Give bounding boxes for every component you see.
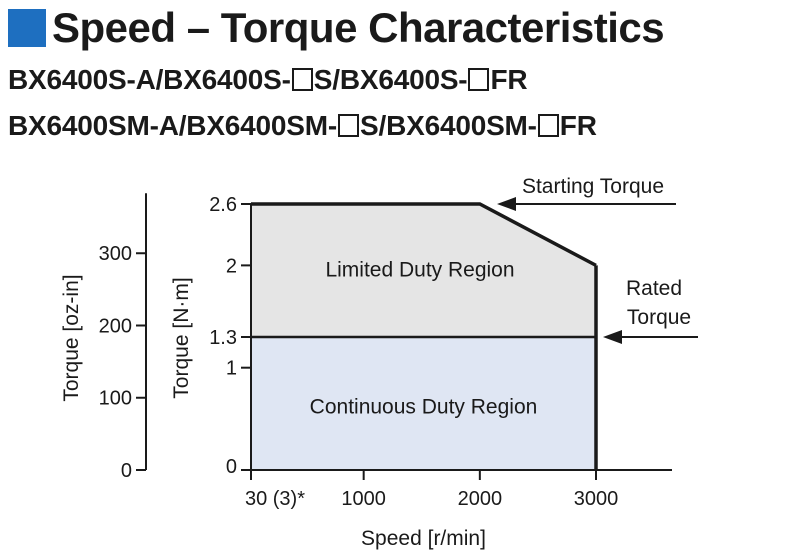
y-tick-label: 1.3 xyxy=(209,327,237,349)
chart-title-row: Speed – Torque Characteristics xyxy=(8,2,665,54)
y2-tick-label: 200 xyxy=(99,315,132,337)
x-tick-label: 1000 xyxy=(341,488,386,510)
x-tick-label: 30 (3)* xyxy=(245,488,305,510)
x-tick-label: 2000 xyxy=(458,488,503,510)
model-2-part-1: BX6400SM-A/BX6400SM- xyxy=(8,110,338,141)
model-1-part-1: BX6400S-A/BX6400S- xyxy=(8,64,291,95)
model-1-part-2: S/BX6400S- xyxy=(313,64,468,95)
y2-tick-label: 0 xyxy=(121,460,132,482)
limited-duty-region-label: Limited Duty Region xyxy=(325,259,514,282)
y-tick-label: 2 xyxy=(226,255,237,277)
box-placeholder-icon xyxy=(338,114,360,137)
model-line-1: BX6400S-A/BX6400S- S/BX6400S- FR xyxy=(8,64,528,95)
box-placeholder-icon xyxy=(537,114,559,137)
starting-torque-arrowhead xyxy=(497,197,516,211)
model-1-part-3: FR xyxy=(490,64,528,95)
model-2-part-2: S/BX6400SM- xyxy=(360,110,537,141)
model-2-part-3: FR xyxy=(559,110,597,141)
continuous-duty-region-label: Continuous Duty Region xyxy=(310,396,538,419)
starting-torque-line xyxy=(251,202,597,267)
starting-torque-annotation: Starting Torque xyxy=(522,175,664,198)
x-axis-label: Speed [r/min] xyxy=(361,527,486,550)
y2-tick-label: 100 xyxy=(99,388,132,410)
rated-torque-annotation-line1: Rated xyxy=(626,277,682,300)
box-placeholder-icon xyxy=(291,68,313,91)
box-placeholder-icon xyxy=(468,68,490,91)
rated-torque-arrowhead xyxy=(603,330,622,344)
y-tick-label: 0 xyxy=(226,456,237,478)
y2-tick-label: 300 xyxy=(99,243,132,265)
limited-duty-region xyxy=(251,204,596,337)
model-line-2: BX6400SM-A/BX6400SM- S/BX6400SM- FR xyxy=(8,112,597,140)
y2-axis-label: Torque [oz-in] xyxy=(60,274,83,401)
y-tick-label: 2.6 xyxy=(209,194,237,216)
continuous-duty-region xyxy=(251,337,596,470)
chart-title: Speed – Torque Characteristics xyxy=(52,4,665,51)
title-marker-square xyxy=(8,9,46,47)
x-tick-label: 3000 xyxy=(574,488,619,510)
y-axis-label: Torque [N·m] xyxy=(170,277,193,398)
y-tick-label: 1 xyxy=(226,358,237,380)
rated-torque-annotation-line2: Torque xyxy=(627,306,691,329)
